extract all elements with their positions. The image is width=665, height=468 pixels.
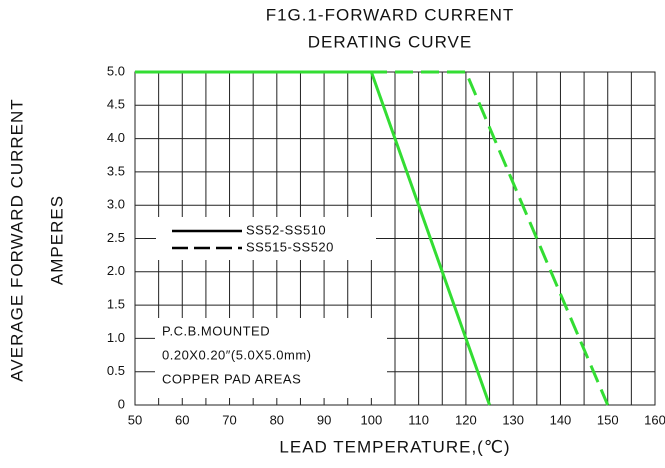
x-tick-label: 50 bbox=[128, 412, 142, 427]
legend-box bbox=[156, 217, 376, 260]
y-tick-label: 0.5 bbox=[107, 363, 125, 378]
y-tick-label: 3.5 bbox=[107, 163, 125, 178]
x-tick-label: 120 bbox=[455, 412, 477, 427]
y-axis-label: AMPERES bbox=[47, 195, 66, 285]
y-tick-label: 4.5 bbox=[107, 97, 125, 112]
chart-title: F1G.1-FORWARD CURRENT bbox=[266, 5, 515, 24]
y-tick-label: 5.0 bbox=[107, 63, 125, 78]
y-tick-label: 3.0 bbox=[107, 197, 125, 212]
annotation: COPPER PAD AREAS bbox=[162, 371, 301, 386]
y-tick-label: 2.0 bbox=[107, 263, 125, 278]
annotation: 0.20X0.20″(5.0X5.0mm) bbox=[162, 347, 312, 362]
x-tick-label: 140 bbox=[550, 412, 572, 427]
legend-label: SS52-SS510 bbox=[246, 222, 326, 237]
y-tick-label: 0 bbox=[118, 396, 125, 411]
x-tick-label: 80 bbox=[270, 412, 284, 427]
x-tick-label: 70 bbox=[222, 412, 236, 427]
y-tick-label: 1.5 bbox=[107, 297, 125, 312]
y-tick-label: 2.5 bbox=[107, 230, 125, 245]
y-tick-label: 1.0 bbox=[107, 330, 125, 345]
chart-title: DERATING CURVE bbox=[308, 32, 473, 51]
x-tick-label: 90 bbox=[317, 412, 331, 427]
annotation: P.C.B.MOUNTED bbox=[162, 323, 270, 338]
x-axis-label: LEAD TEMPERATURE,(℃) bbox=[279, 437, 510, 456]
y-axis-label: AVERAGE FORWARD CURRENT bbox=[7, 98, 26, 381]
y-tick-label: 4.0 bbox=[107, 130, 125, 145]
x-tick-label: 60 bbox=[175, 412, 189, 427]
x-tick-label: 100 bbox=[361, 412, 383, 427]
annotation-box bbox=[155, 318, 387, 398]
x-tick-label: 150 bbox=[597, 412, 619, 427]
x-tick-label: 130 bbox=[502, 412, 524, 427]
x-tick-label: 160 bbox=[644, 412, 665, 427]
x-tick-label: 110 bbox=[408, 412, 429, 427]
legend-label: SS515-SS520 bbox=[246, 239, 334, 254]
series-line bbox=[135, 70, 610, 406]
